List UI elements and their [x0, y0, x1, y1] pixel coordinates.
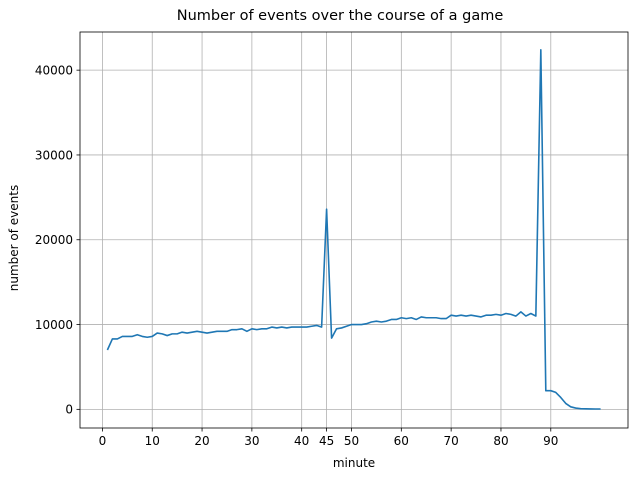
y-tick-label: 20000	[35, 233, 73, 247]
y-axis-ticks: 0 10000 20000 30000 40000	[35, 63, 80, 417]
x-tick-label: 0	[99, 434, 107, 448]
x-tick-label: 10	[145, 434, 160, 448]
y-axis-label: number of events	[7, 185, 21, 291]
x-tick-label: 20	[194, 434, 209, 448]
x-tick-label: 45	[319, 434, 334, 448]
series-line	[106, 49, 601, 410]
x-tick-label: 90	[543, 434, 558, 448]
y-tick-label: 30000	[35, 148, 73, 162]
series-lines	[106, 49, 601, 410]
y-tick-label: 10000	[35, 318, 73, 332]
x-tick-label: 50	[344, 434, 359, 448]
grid-lines	[80, 32, 628, 428]
x-axis-label: minute	[333, 456, 375, 470]
x-tick-label: 70	[444, 434, 459, 448]
x-tick-label: 30	[244, 434, 259, 448]
x-tick-label: 80	[493, 434, 508, 448]
x-axis-ticks: 0 10 20 30 40 45 50 60 70 80 90	[99, 428, 558, 448]
y-tick-label: 0	[65, 403, 73, 417]
chart-title: Number of events over the course of a ga…	[177, 8, 504, 24]
y-tick-label: 40000	[35, 63, 73, 77]
plot-frame	[79, 31, 629, 429]
x-tick-label: 60	[394, 434, 409, 448]
x-tick-label: 40	[294, 434, 309, 448]
